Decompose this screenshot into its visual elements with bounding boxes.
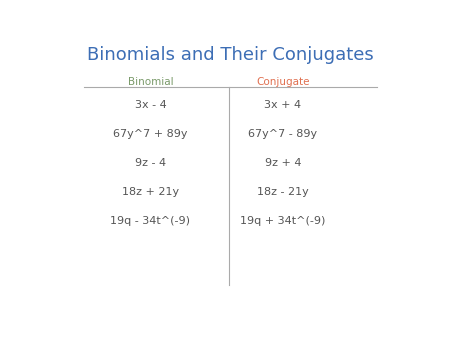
Text: Binomials and Their Conjugates: Binomials and Their Conjugates [87, 46, 374, 64]
Text: 19q + 34t^(-9): 19q + 34t^(-9) [240, 216, 326, 226]
Text: 67y^7 - 89y: 67y^7 - 89y [248, 129, 318, 139]
Text: Binomial: Binomial [128, 77, 173, 87]
Text: 67y^7 + 89y: 67y^7 + 89y [113, 129, 188, 139]
Text: 19q - 34t^(-9): 19q - 34t^(-9) [110, 216, 190, 226]
Text: Conjugate: Conjugate [256, 77, 310, 87]
Text: 18z + 21y: 18z + 21y [122, 187, 179, 197]
Text: 9z - 4: 9z - 4 [135, 158, 166, 168]
Text: 3x - 4: 3x - 4 [135, 100, 166, 110]
Text: 9z + 4: 9z + 4 [265, 158, 301, 168]
Text: 18z - 21y: 18z - 21y [257, 187, 309, 197]
Text: 3x + 4: 3x + 4 [265, 100, 302, 110]
